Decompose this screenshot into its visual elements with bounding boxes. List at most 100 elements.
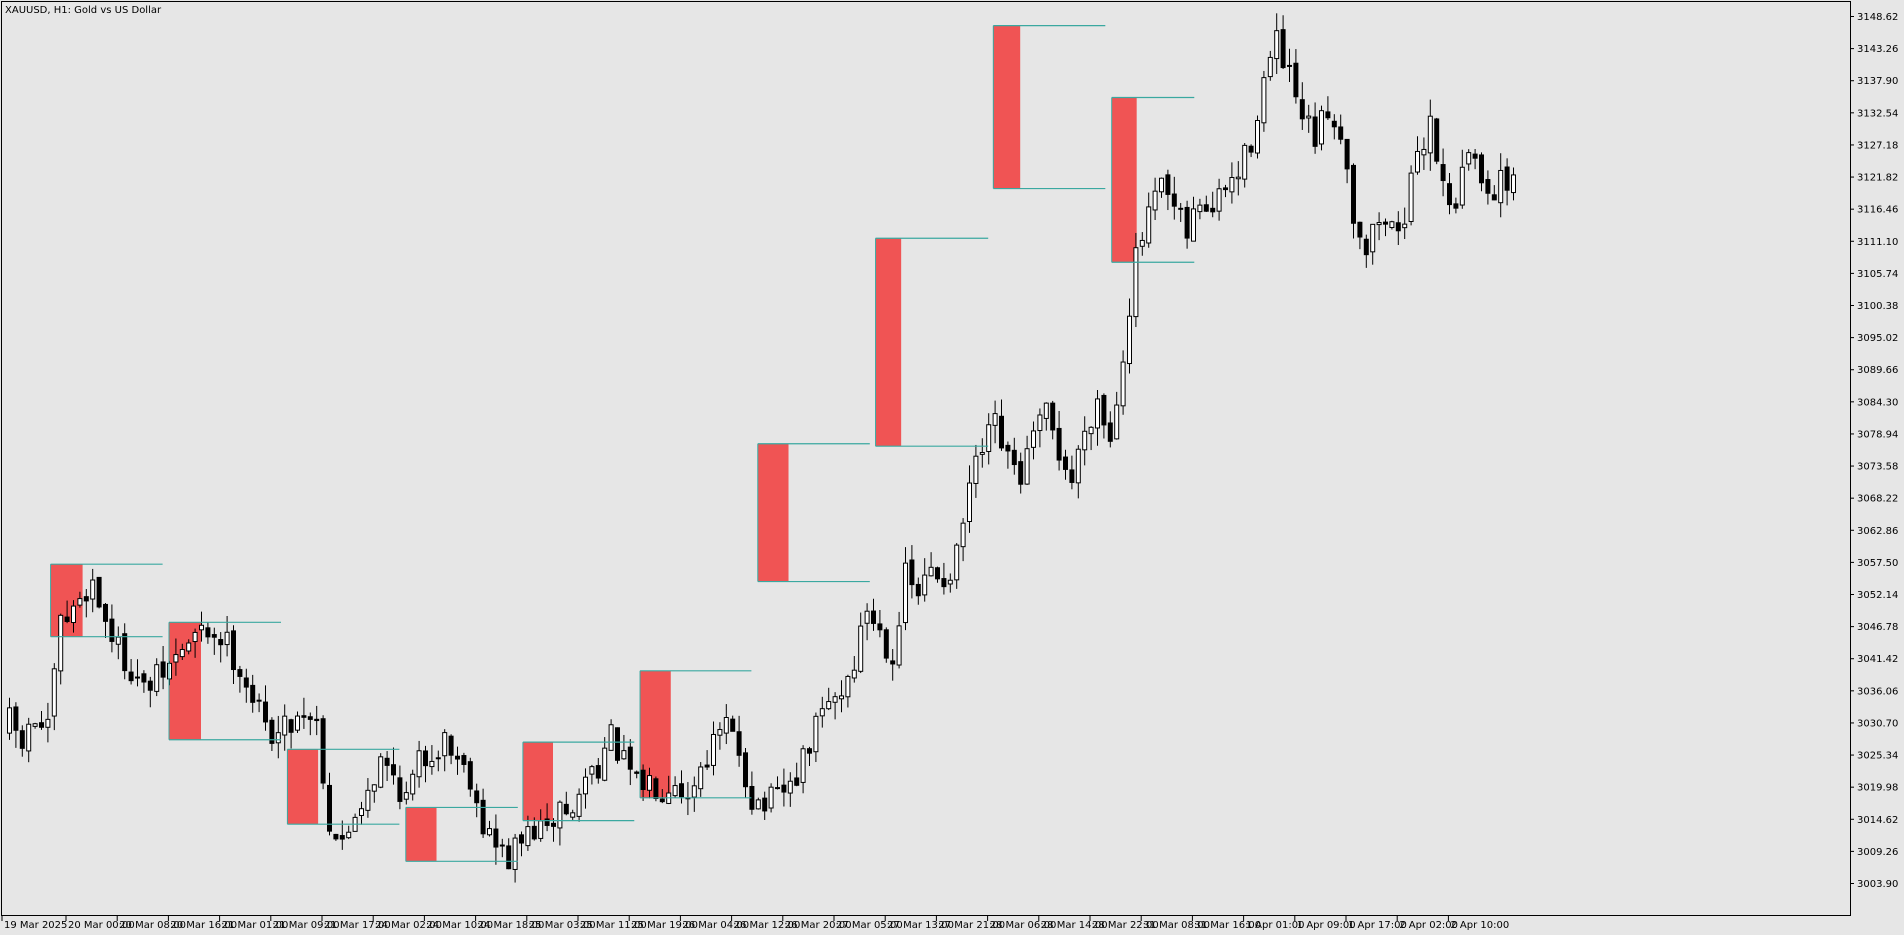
candle-body <box>960 522 966 548</box>
candle-body <box>1178 207 1184 210</box>
candle <box>839 680 844 713</box>
candle-body <box>1427 115 1433 154</box>
candle-body <box>391 764 396 776</box>
candle <box>1376 212 1382 241</box>
candle-body <box>627 746 633 770</box>
candle <box>768 783 774 813</box>
candle <box>474 783 480 818</box>
candle <box>1408 165 1414 226</box>
candle-body <box>813 715 819 753</box>
candle <box>570 809 576 820</box>
candle <box>864 603 870 641</box>
candle <box>295 711 300 733</box>
candle <box>1325 96 1331 120</box>
candle <box>1133 232 1139 328</box>
candle-body <box>1466 152 1472 165</box>
candle-body <box>730 718 736 732</box>
candle <box>269 717 275 752</box>
candle-body <box>557 801 563 829</box>
candle <box>423 745 428 783</box>
candle-body <box>103 603 108 622</box>
candle <box>1383 218 1388 237</box>
candle-body <box>679 783 684 798</box>
candle-body <box>576 793 582 817</box>
candle-body <box>1351 164 1356 224</box>
candle-body <box>1511 174 1516 194</box>
candle <box>653 776 659 802</box>
x-tick-label: 25 Mar 19:00 <box>631 920 698 931</box>
candle <box>467 757 473 797</box>
y-tick-label: 3036.06 <box>1857 686 1898 697</box>
x-tick-label: 31 Mar 16:00 <box>1194 920 1261 931</box>
candle <box>659 789 665 804</box>
candle <box>1069 455 1075 490</box>
y-tick-label: 3111.10 <box>1857 237 1898 248</box>
candle <box>563 791 569 816</box>
candle-body <box>621 750 627 760</box>
candle <box>691 776 697 812</box>
candle-body <box>800 748 806 783</box>
candle-body <box>455 755 460 760</box>
candle-body <box>1082 430 1088 451</box>
candle <box>928 552 934 577</box>
x-tick-label: 24 Mar 02:00 <box>375 920 442 931</box>
candle <box>1261 70 1267 132</box>
candle <box>1421 137 1427 170</box>
candle-body <box>570 812 576 818</box>
candle-body <box>314 718 320 722</box>
x-tick-label: 25 Mar 11:00 <box>580 920 647 931</box>
candle <box>1338 114 1344 145</box>
candle <box>173 638 179 676</box>
candle-body <box>339 835 345 840</box>
candle <box>730 715 736 732</box>
candle-body <box>941 578 947 588</box>
candle-body <box>896 625 902 666</box>
candle-body <box>288 719 294 733</box>
candle-body <box>1133 247 1139 318</box>
candle <box>800 745 806 794</box>
candle <box>1351 163 1356 239</box>
candle <box>819 696 825 728</box>
candle <box>986 413 992 465</box>
candle-body <box>826 701 832 710</box>
candle-body <box>839 695 844 700</box>
candle-body <box>327 784 332 832</box>
candle-body <box>1095 398 1100 429</box>
price-axis[interactable]: 3148.62 3143.26 3137.90 3132.54 3127.18 3121.… <box>1850 12 1898 890</box>
candle-body <box>704 764 710 768</box>
candle-body <box>1325 111 1331 119</box>
x-tick-label: 26 Mar 04:00 <box>682 920 749 931</box>
candle <box>429 745 435 775</box>
candle <box>186 639 192 655</box>
candle <box>627 739 633 786</box>
candle <box>1357 221 1363 250</box>
candle-body <box>1037 414 1043 432</box>
candle-body <box>659 798 665 803</box>
candle-body <box>1280 29 1286 69</box>
candle-body <box>1498 169 1504 204</box>
candle-body <box>346 831 352 839</box>
candle-body <box>58 614 64 672</box>
candle <box>1191 196 1196 242</box>
candle-body <box>1408 172 1414 222</box>
candle <box>147 676 153 708</box>
candle <box>595 758 601 784</box>
candle-body <box>64 616 70 622</box>
y-tick-label: 3052.14 <box>1857 590 1898 601</box>
candle <box>1223 184 1228 198</box>
candle-body <box>723 717 729 734</box>
x-tick-label: 26 Mar 20:00 <box>785 920 852 931</box>
candle <box>1037 408 1043 448</box>
candle-body <box>602 747 608 781</box>
candle-body <box>1421 148 1427 156</box>
candle <box>1511 167 1516 201</box>
candle <box>256 693 262 713</box>
candle-body <box>378 756 384 788</box>
candle-body <box>147 680 153 691</box>
candle-body <box>775 787 780 790</box>
candle-body <box>1459 166 1465 206</box>
